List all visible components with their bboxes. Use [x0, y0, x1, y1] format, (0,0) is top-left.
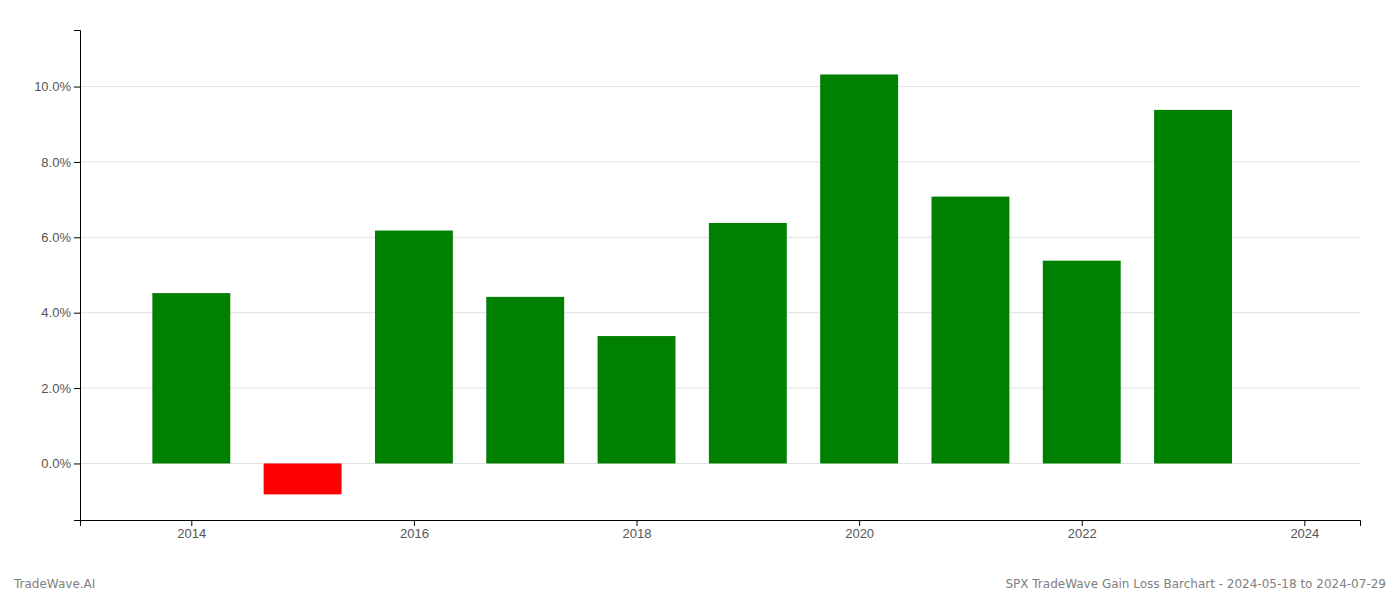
y-tick: 2.0%: [41, 381, 80, 396]
footer-text: TradeWave.AI: [13, 577, 95, 591]
y-tick-label: 6.0%: [41, 230, 71, 245]
plot-area: 2014 2016 2018 2020 2022 2024 0.0% 2.0% 4.0% 6.0%…: [34, 31, 1360, 542]
x-tick: 2020: [845, 520, 874, 541]
x-tick-label: 2016: [400, 526, 429, 541]
bar: [1043, 261, 1121, 464]
y-tick: 10.0%: [34, 79, 80, 94]
x-tick-label: 2014: [177, 526, 206, 541]
x-tick: 2024: [1290, 520, 1319, 541]
y-tick-mark: [74, 313, 80, 314]
bar: [152, 293, 230, 463]
x-tick-mark: [859, 520, 860, 526]
y-axis-line: [74, 31, 81, 521]
x-tick: 2022: [1068, 520, 1097, 541]
x-axis-line: [81, 521, 1361, 527]
y-tick-label: 10.0%: [34, 79, 71, 94]
x-tick-mark: [637, 520, 638, 526]
bar: [598, 336, 676, 463]
y-tick-label: 4.0%: [41, 305, 71, 320]
x-tick-mark: [414, 520, 415, 526]
bar: [709, 223, 787, 463]
x-tick-label: 2018: [623, 526, 652, 541]
y-tick: 6.0%: [41, 230, 80, 245]
y-tick-label: 8.0%: [41, 155, 71, 170]
footer-text: SPX TradeWave Gain Loss Barchart - 2024-…: [1005, 577, 1386, 591]
y-tick: 0.0%: [41, 456, 80, 471]
bar: [820, 74, 898, 463]
y-tick-label: 0.0%: [41, 456, 71, 471]
y-tick: 8.0%: [41, 155, 80, 170]
grid: [80, 87, 1360, 464]
x-axis: 2014 2016 2018 2020 2022 2024: [81, 520, 1361, 541]
x-tick-label: 2020: [845, 526, 874, 541]
y-tick-mark: [74, 87, 80, 88]
chart: 2014 2016 2018 2020 2022 2024 0.0% 2.0% 4.0% 6.0%…: [0, 0, 1400, 600]
x-tick: 2014: [177, 520, 206, 541]
bar: [486, 297, 564, 464]
bar: [1154, 110, 1232, 464]
bars: [152, 74, 1232, 494]
x-tick: 2016: [400, 520, 429, 541]
bar: [931, 197, 1009, 464]
bar: [375, 231, 453, 464]
x-tick-label: 2022: [1068, 526, 1097, 541]
x-tick: 2018: [623, 520, 652, 541]
x-tick-mark: [191, 520, 192, 526]
bar: [264, 463, 342, 494]
x-tick-mark: [1082, 520, 1083, 526]
y-tick-mark: [74, 463, 80, 464]
grid-line: [80, 86, 1360, 87]
x-tick-mark: [1304, 520, 1305, 526]
annotations: TradeWave.AI SPX TradeWave Gain Loss Barc…: [13, 577, 1386, 591]
y-tick-mark: [74, 237, 80, 238]
x-tick-label: 2024: [1290, 526, 1319, 541]
y-axis: 0.0% 2.0% 4.0% 6.0% 8.0% 10.0%: [34, 31, 80, 521]
y-tick-mark: [74, 162, 80, 163]
y-tick-label: 2.0%: [41, 381, 71, 396]
y-tick: 4.0%: [41, 305, 80, 320]
y-tick-mark: [74, 388, 80, 389]
